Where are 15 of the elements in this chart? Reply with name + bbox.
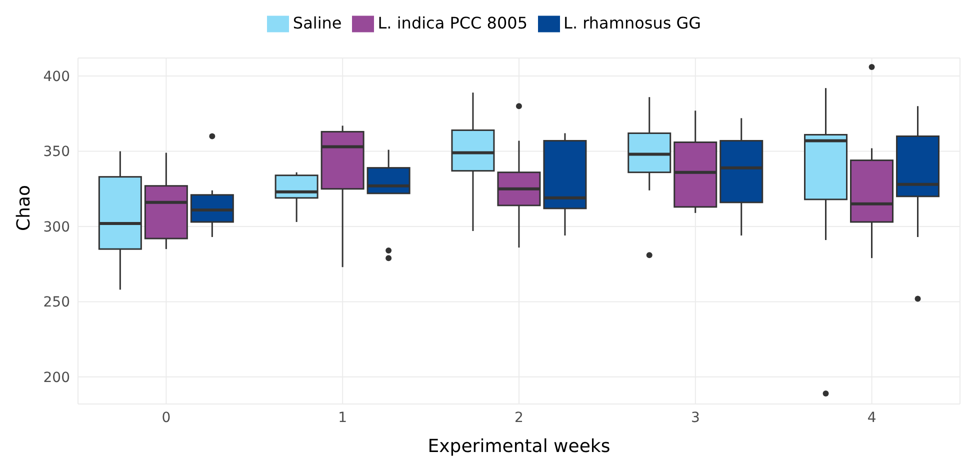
x-tick-label: 4 [867,410,876,426]
y-axis-title: Chao [13,184,34,231]
x-tick-label: 1 [338,410,348,426]
x-tick-label: 3 [690,410,700,426]
y-tick-label: 350 [43,144,70,160]
y-tick-label: 250 [43,294,70,311]
y-tick-label: 200 [43,370,70,386]
legend-label: L. indica PCC 8005 [378,13,528,32]
legend-label: L. rhamnosus GG [564,13,702,32]
y-tick-label: 400 [43,69,70,86]
x-axis-title: Experimental weeks [428,436,610,457]
x-tick-label: 0 [162,410,171,426]
y-tick-label: 300 [43,219,70,236]
legend-label: Saline [292,13,342,32]
x-tick-label: 2 [514,410,524,426]
